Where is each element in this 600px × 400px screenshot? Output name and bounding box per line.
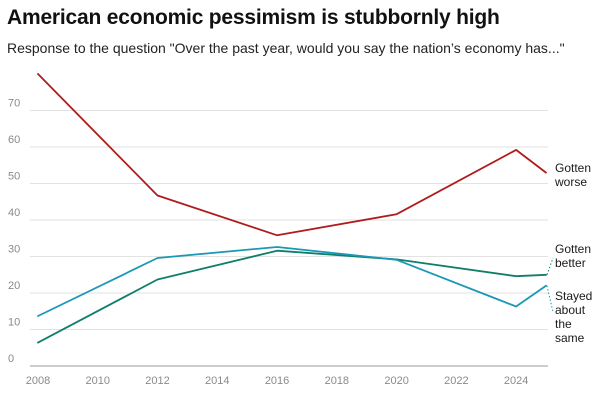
x-tick-label: 2018 bbox=[325, 375, 349, 387]
gridlines bbox=[30, 110, 548, 367]
series-label-line: same bbox=[555, 331, 585, 345]
y-tick-label: 10 bbox=[8, 317, 20, 329]
y-tick-label: 50 bbox=[8, 171, 20, 183]
series-line-gotten-worse bbox=[37, 73, 547, 237]
x-tick-label: 2016 bbox=[265, 375, 289, 387]
y-tick-label: 30 bbox=[8, 244, 20, 256]
y-tick-label: 20 bbox=[8, 280, 20, 292]
series-label-line: Gotten bbox=[555, 242, 591, 256]
x-tick-label: 2014 bbox=[205, 375, 229, 387]
y-tick-label: 70 bbox=[8, 98, 20, 110]
chart-subtitle: Response to the question "Over the past … bbox=[7, 40, 565, 56]
series-label-line: Stayed bbox=[555, 289, 592, 303]
series-lines bbox=[37, 73, 547, 344]
y-tick-label: 40 bbox=[8, 207, 20, 219]
series-label-line: Gotten bbox=[555, 161, 591, 175]
x-tick-label: 2022 bbox=[444, 375, 468, 387]
series-label-line: the bbox=[555, 317, 572, 331]
series-label-line: better bbox=[555, 256, 586, 270]
leader-line-gotten-better bbox=[546, 257, 554, 275]
y-axis-tick-labels: 0 10 20 30 40 50 60 70 bbox=[8, 98, 20, 366]
x-tick-label: 2010 bbox=[86, 375, 110, 387]
y-tick-label: 60 bbox=[8, 134, 20, 146]
x-tick-label: 2012 bbox=[145, 375, 169, 387]
leader-line-stayed-same bbox=[546, 285, 554, 313]
series-label-line: about bbox=[555, 303, 586, 317]
series-line-gotten-better bbox=[37, 249, 547, 344]
y-tick-label: 0 bbox=[8, 353, 14, 365]
x-tick-label: 2024 bbox=[504, 375, 528, 387]
x-axis-tick-labels: 2008 2010 2012 2014 2016 2018 2020 2022 2024 bbox=[26, 375, 529, 387]
series-label-line: worse bbox=[554, 175, 587, 189]
series-line-stayed-about-the-same bbox=[37, 246, 547, 317]
chart-title: American economic pessimism is stubbornl… bbox=[7, 6, 500, 29]
x-tick-label: 2020 bbox=[384, 375, 408, 387]
series-labels: GottenworseGottenbetterStayedaboutthesam… bbox=[546, 161, 592, 345]
x-tick-label: 2008 bbox=[26, 375, 50, 387]
